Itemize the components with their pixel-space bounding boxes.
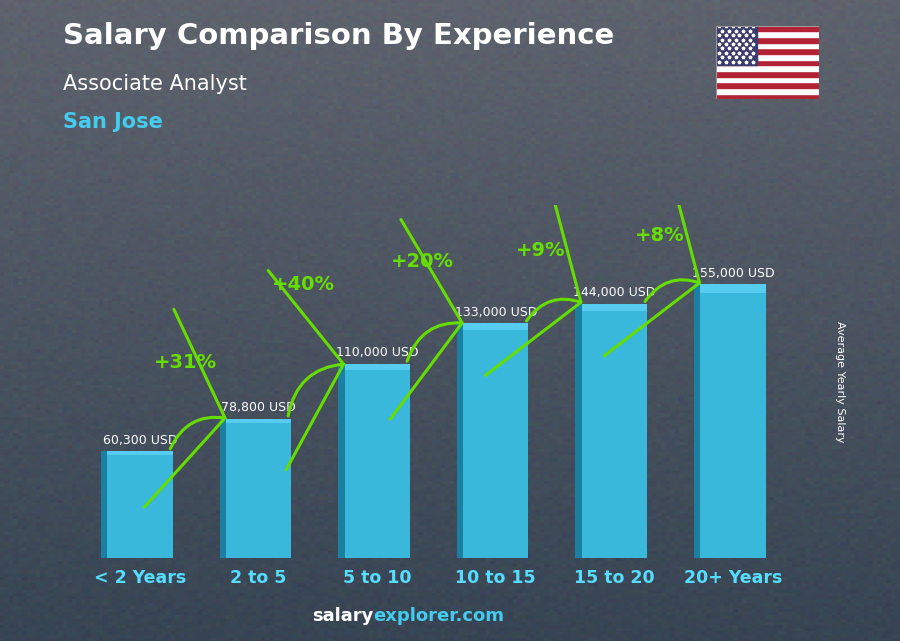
Bar	[345, 363, 410, 558]
Bar	[716, 88, 819, 94]
Bar	[107, 451, 173, 558]
FancyArrowPatch shape	[604, 167, 699, 356]
Text: explorer.com: explorer.com	[374, 607, 505, 625]
Text: +31%: +31%	[154, 353, 217, 372]
Text: Average Yearly Salary: Average Yearly Salary	[835, 320, 845, 442]
Bar	[716, 82, 819, 88]
Bar	[226, 419, 292, 558]
FancyArrowPatch shape	[268, 271, 344, 470]
FancyBboxPatch shape	[345, 363, 410, 370]
Bar	[464, 323, 528, 558]
Bar	[716, 94, 819, 99]
FancyArrowPatch shape	[144, 310, 225, 507]
Text: Associate Analyst: Associate Analyst	[63, 74, 247, 94]
Bar	[716, 31, 819, 37]
Bar	[575, 304, 581, 558]
Bar	[716, 60, 819, 65]
Bar	[716, 37, 819, 43]
Text: 60,300 USD: 60,300 USD	[103, 434, 177, 447]
Text: +9%: +9%	[516, 242, 565, 260]
Text: 133,000 USD: 133,000 USD	[454, 306, 537, 319]
Bar	[220, 419, 226, 558]
FancyBboxPatch shape	[464, 323, 528, 330]
FancyBboxPatch shape	[581, 304, 647, 312]
FancyArrowPatch shape	[485, 186, 581, 376]
Bar	[716, 65, 819, 71]
Bar	[716, 26, 757, 65]
Bar	[581, 304, 647, 558]
Bar	[716, 43, 819, 48]
Text: Salary Comparison By Experience: Salary Comparison By Experience	[63, 22, 614, 51]
Text: +20%: +20%	[391, 252, 454, 271]
Text: +8%: +8%	[634, 226, 684, 245]
Bar	[716, 48, 819, 54]
Bar	[716, 54, 819, 60]
Bar	[716, 71, 819, 77]
Bar	[456, 323, 464, 558]
Text: 144,000 USD: 144,000 USD	[573, 287, 655, 299]
Text: 110,000 USD: 110,000 USD	[336, 346, 418, 360]
Bar	[101, 451, 107, 558]
FancyBboxPatch shape	[226, 419, 292, 423]
Text: 78,800 USD: 78,800 USD	[221, 401, 296, 414]
Text: 155,000 USD: 155,000 USD	[691, 267, 774, 280]
Bar	[700, 285, 766, 558]
Bar	[338, 363, 345, 558]
Bar	[716, 77, 819, 82]
FancyBboxPatch shape	[107, 451, 173, 454]
Bar	[716, 26, 819, 31]
Text: salary: salary	[312, 607, 373, 625]
Bar	[694, 285, 700, 558]
FancyBboxPatch shape	[700, 285, 766, 293]
FancyArrowPatch shape	[391, 219, 462, 419]
Text: +40%: +40%	[272, 275, 335, 294]
Text: San Jose: San Jose	[63, 112, 163, 132]
